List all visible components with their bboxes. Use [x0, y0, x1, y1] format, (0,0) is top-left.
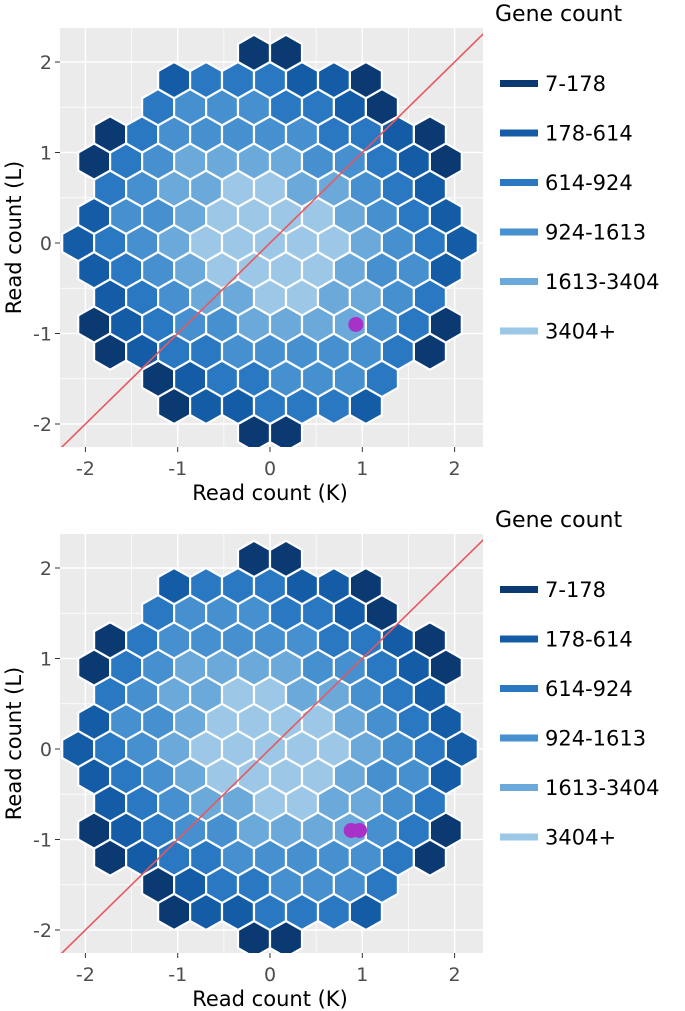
legend-label: 178-614: [545, 628, 633, 652]
hexbin-cell: [236, 33, 272, 73]
y-tick-label: 0: [40, 233, 52, 255]
y-tick-label: -1: [33, 830, 52, 852]
hexbin-cell: [157, 60, 192, 100]
hexbin-cell: [92, 621, 128, 660]
x-tick-label: 0: [264, 964, 276, 986]
legend-swatch: [500, 784, 538, 791]
x-tick-label: 1: [356, 458, 368, 480]
legend-swatch: [500, 129, 538, 137]
legend-swatch: [500, 833, 538, 841]
y-tick-label: -1: [33, 324, 52, 346]
legend-label: 7-178: [545, 72, 606, 96]
hexbin-cell: [412, 621, 447, 660]
legend-label: 3404+: [545, 826, 616, 850]
hexbin-cell: [348, 60, 383, 100]
hexbin-cell: [316, 566, 351, 606]
highlight-point: [352, 822, 368, 838]
hexbin-cell: [92, 115, 128, 154]
legend: Gene count 7-178 178-614 614-924 924-1613 161…: [495, 508, 659, 850]
x-tick-label: -1: [168, 458, 187, 480]
y-tick-label: 0: [40, 739, 52, 761]
highlight-point: [348, 316, 364, 332]
legend-label: 7-178: [545, 578, 606, 602]
hexbin-cell: [316, 60, 351, 100]
identity-reference-line: [60, 539, 483, 953]
legend-swatch: [500, 278, 538, 285]
hexbin-cell: [189, 566, 224, 606]
x-axis-title: Read count (K): [192, 987, 348, 1011]
hexbin-cell: [157, 566, 192, 606]
legend-label: 924-1613: [545, 727, 646, 751]
legend-title: Gene count: [495, 508, 622, 533]
legend-swatch: [500, 80, 538, 87]
y-tick-label: 2: [40, 52, 52, 74]
legend-label: 1613-3404: [545, 776, 659, 800]
hexbin-cell: [412, 115, 447, 154]
x-tick-label: 0: [264, 458, 276, 480]
y-tick-label: 1: [40, 143, 52, 165]
y-tick-label: 1: [40, 649, 52, 671]
legend-swatch: [500, 228, 538, 236]
x-tick-label: -2: [76, 964, 95, 986]
y-axis-title: Read count (L): [2, 667, 26, 820]
legend-swatch: [500, 685, 538, 692]
x-tick-label: 2: [449, 458, 461, 480]
x-tick-label: -2: [76, 458, 95, 480]
x-axis-title: Read count (K): [192, 481, 348, 505]
hexbin-cell: [268, 539, 304, 579]
y-tick-label: 2: [40, 558, 52, 580]
legend-label: 924-1613: [545, 221, 646, 245]
hexbin-cell: [189, 60, 224, 100]
legend-label: 3404+: [545, 320, 616, 344]
hexbin-cell: [268, 33, 304, 73]
legend-swatch: [500, 635, 538, 643]
hexbin-cell: [348, 566, 383, 606]
legend-title: Gene count: [495, 2, 622, 27]
legend-swatch: [500, 586, 538, 593]
legend-label: 614-924: [545, 171, 633, 195]
x-tick-label: 2: [449, 964, 461, 986]
legend-swatch: [500, 734, 538, 742]
hexbin-chart-top: -2 -1 0 1 2 -2 -1 0 1 2 Read count (K) Read count (…: [2, 2, 659, 505]
legend: Gene count 7-178 178-614 614-924 924-1613 161…: [495, 2, 659, 344]
x-tick-label: -1: [168, 964, 187, 986]
x-tick-label: 1: [356, 964, 368, 986]
legend-swatch: [500, 327, 538, 335]
legend-swatch: [500, 179, 538, 186]
hexbin-chart-bottom: -2 -1 0 1 2 -2 -1 0 1 2 Read count (K) Read count (…: [2, 508, 659, 1011]
y-tick-label: -2: [33, 414, 52, 436]
legend-label: 614-924: [545, 677, 633, 701]
hexbin-cell: [236, 539, 272, 579]
y-axis-title: Read count (L): [2, 161, 26, 314]
y-tick-label: -2: [33, 920, 52, 942]
legend-label: 178-614: [545, 122, 633, 146]
legend-label: 1613-3404: [545, 270, 659, 294]
identity-reference-line: [60, 33, 483, 447]
